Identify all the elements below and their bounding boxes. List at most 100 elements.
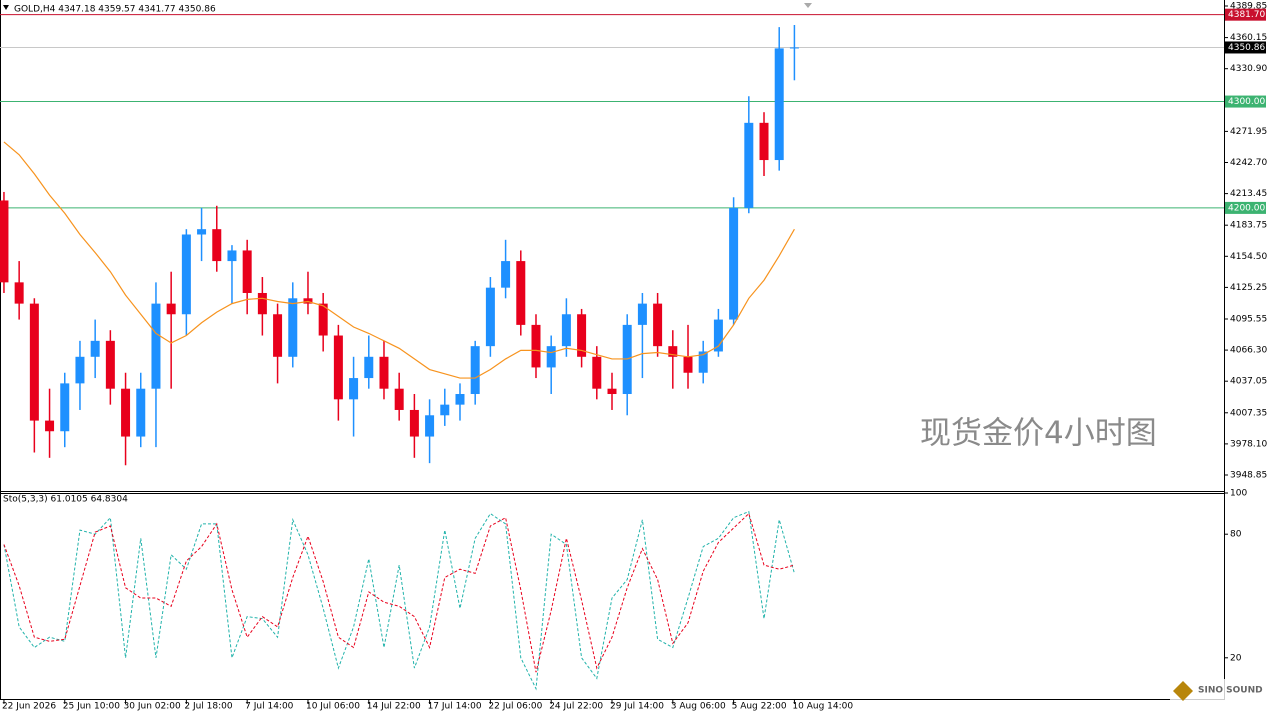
candle-body: [546, 346, 556, 368]
level-label: 4200.00: [1228, 203, 1265, 213]
level-label: 4381.70: [1228, 10, 1265, 20]
candle-body: [242, 250, 252, 293]
candle-body: [288, 298, 298, 357]
menu-arrow[interactable]: [3, 5, 9, 10]
y-tick-label: 4213.45: [1230, 189, 1267, 199]
candle-body: [561, 314, 571, 347]
x-tick-label: 10 Jul 06:00: [306, 702, 360, 712]
candle-body: [333, 335, 343, 400]
candle-body: [577, 314, 587, 357]
candle-body: [409, 409, 419, 437]
x-tick-label: 22 Jun 2026: [2, 702, 56, 712]
candle-body: [759, 122, 769, 161]
indicator-line: [3, 512, 795, 673]
candle-body: [197, 229, 207, 235]
candle-body: [136, 388, 146, 437]
candle-body: [75, 356, 85, 384]
chart-title: GOLD,H4 4347.18 4359.57 4341.77 4350.86: [14, 5, 216, 15]
level-label: 4350.86: [1228, 43, 1265, 53]
indicator-title: Sto(5,3,3) 61.0105 64.8304: [3, 495, 128, 505]
y-tick-label: 4330.90: [1230, 64, 1267, 74]
x-tick-label: 25 Jun 10:00: [63, 702, 120, 712]
candle-body: [485, 287, 495, 347]
candle-body: [774, 48, 784, 161]
x-tick-label: 30 Jun 02:00: [124, 702, 181, 712]
candle-body: [364, 356, 374, 379]
candle-body: [425, 415, 435, 437]
candle-body: [516, 261, 526, 325]
level-label-box: [1225, 41, 1266, 54]
candle-body: [121, 388, 131, 437]
candle-body: [470, 346, 480, 395]
y-tick-label: 4066.30: [1230, 346, 1267, 356]
y-tick-label: 4037.05: [1230, 377, 1267, 387]
candle-body: [14, 282, 24, 304]
candle-body: [729, 207, 739, 320]
y-tick-label: 4183.75: [1230, 221, 1267, 231]
candle-body: [394, 388, 404, 410]
candle-body: [227, 250, 237, 262]
y-tick-label: 4360.15: [1230, 33, 1267, 43]
candle-body: [318, 303, 328, 336]
candle-body: [0, 200, 9, 283]
candle-body: [257, 292, 267, 315]
y-tick-label: 100: [1230, 489, 1247, 499]
candle-body: [653, 303, 663, 347]
annotation: 现货金价4小时图: [920, 416, 1157, 452]
candle-body: [273, 314, 283, 357]
shift-marker: [804, 3, 812, 8]
candle-body: [744, 122, 754, 208]
candle-body: [531, 324, 541, 368]
x-tick-label: 17 Jul 14:00: [428, 702, 482, 712]
level-label-box: [1225, 201, 1266, 214]
level-label-box: [1225, 95, 1266, 108]
candle-body: [440, 404, 450, 416]
indicator-line: [3, 510, 795, 691]
moving-average: [3, 141, 795, 379]
y-tick-label: 4007.35: [1230, 408, 1267, 418]
candle-body: [637, 303, 647, 325]
y-tick-label: 4242.70: [1230, 158, 1267, 168]
x-tick-label: 10 Aug 14:00: [792, 702, 853, 712]
x-tick-label: 7 Jul 14:00: [245, 702, 294, 712]
candle-body: [668, 346, 678, 357]
candle-body: [683, 356, 693, 373]
candle-body: [698, 351, 708, 373]
x-tick-label: 14 Jul 22:00: [367, 702, 421, 712]
x-tick-label: 5 Aug 22:00: [732, 702, 787, 712]
candle-body: [105, 340, 115, 389]
watermark-logo: [1173, 681, 1193, 701]
candle-body: [60, 383, 70, 432]
y-tick-label: 20: [1230, 653, 1242, 663]
candle-body: [90, 340, 100, 357]
y-tick-label: 4125.25: [1230, 283, 1267, 293]
y-tick-label: 4154.50: [1230, 252, 1267, 262]
y-tick-label: 3978.10: [1230, 439, 1267, 449]
y-tick-label: 3948.85: [1230, 470, 1267, 480]
candle-body: [592, 356, 602, 389]
x-tick-label: 29 Jul 14:00: [610, 702, 664, 712]
candle-body: [349, 378, 359, 400]
candle-body: [151, 303, 161, 389]
candle-body: [607, 388, 617, 395]
candle-body: [501, 261, 511, 288]
candle-body: [45, 420, 55, 432]
candle-body: [166, 303, 176, 315]
x-tick-label: 24 Jul 22:00: [549, 702, 603, 712]
candle-body: [713, 319, 723, 352]
candle-body: [212, 229, 222, 262]
x-tick-label: 22 Jul 06:00: [488, 702, 542, 712]
candle-body: [789, 47, 799, 49]
y-tick-label: 80: [1230, 530, 1242, 540]
candle-body: [29, 303, 39, 421]
level-label: 4300.00: [1228, 97, 1265, 107]
level-label-box: [1225, 8, 1266, 21]
watermark: SINO SOUND: [1198, 686, 1263, 696]
x-tick-label: 3 Aug 06:00: [671, 702, 726, 712]
candle-body: [455, 394, 465, 405]
candle-body: [181, 234, 191, 315]
x-tick-label: 2 Jul 18:00: [184, 702, 233, 712]
y-tick-label: 4271.95: [1230, 127, 1267, 137]
candle-body: [379, 356, 389, 389]
